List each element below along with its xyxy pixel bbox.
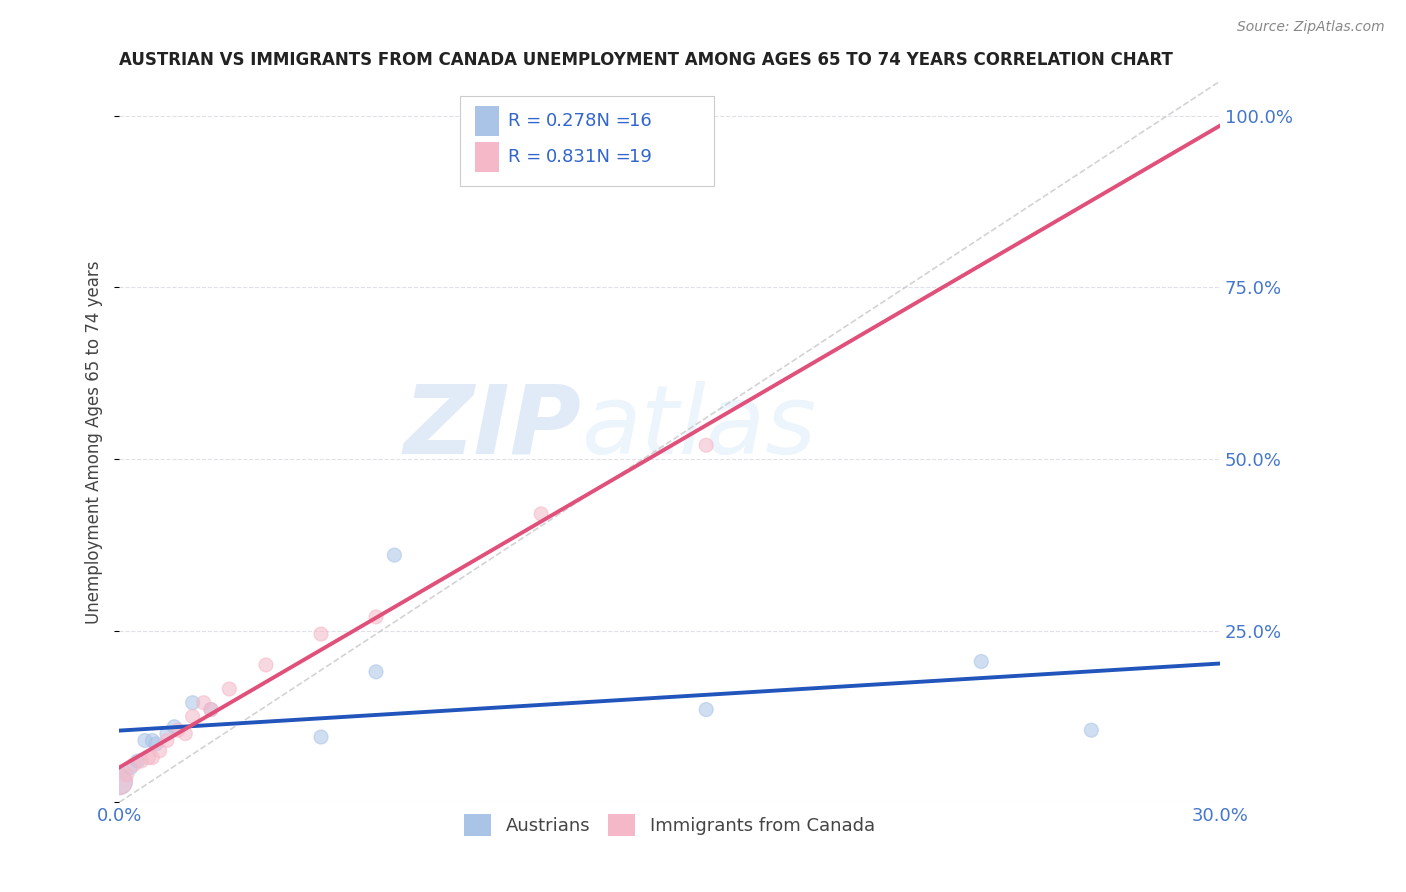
Point — [134, 733, 156, 747]
Point — [254, 657, 277, 672]
Text: 16: 16 — [628, 112, 651, 130]
FancyBboxPatch shape — [460, 95, 713, 186]
Point — [122, 757, 145, 772]
Point — [141, 750, 163, 764]
Point — [141, 733, 163, 747]
Text: AUSTRIAN VS IMMIGRANTS FROM CANADA UNEMPLOYMENT AMONG AGES 65 TO 74 YEARS CORREL: AUSTRIAN VS IMMIGRANTS FROM CANADA UNEMP… — [120, 51, 1173, 69]
Point — [364, 610, 387, 624]
Y-axis label: Unemployment Among Ages 65 to 74 years: Unemployment Among Ages 65 to 74 years — [86, 260, 103, 624]
Point — [129, 754, 152, 768]
Point — [970, 655, 993, 669]
Text: Source: ZipAtlas.com: Source: ZipAtlas.com — [1237, 20, 1385, 34]
Point — [156, 733, 179, 747]
Point — [149, 744, 172, 758]
Point — [193, 696, 215, 710]
Point — [145, 737, 167, 751]
Point — [138, 750, 160, 764]
Point — [530, 507, 553, 521]
Point — [384, 548, 406, 562]
Text: R =: R = — [508, 112, 547, 130]
Text: N =: N = — [585, 112, 637, 130]
Point — [309, 627, 332, 641]
Point — [364, 665, 387, 679]
Text: ZIP: ZIP — [404, 381, 582, 474]
FancyBboxPatch shape — [475, 106, 499, 136]
Point — [167, 723, 190, 738]
Point — [163, 720, 186, 734]
Point — [695, 702, 717, 716]
Text: 0.278: 0.278 — [547, 112, 598, 130]
FancyBboxPatch shape — [475, 142, 499, 172]
Point — [108, 774, 131, 789]
Text: R =: R = — [508, 148, 547, 166]
Point — [174, 726, 197, 740]
Point — [1080, 723, 1102, 738]
Text: N =: N = — [585, 148, 637, 166]
Text: atlas: atlas — [582, 381, 817, 474]
Text: 19: 19 — [628, 148, 651, 166]
Point — [181, 696, 204, 710]
Point — [218, 681, 240, 696]
Point — [156, 726, 179, 740]
Point — [309, 730, 332, 744]
Point — [120, 761, 142, 775]
Point — [200, 702, 222, 716]
Point — [108, 774, 131, 789]
Point — [115, 768, 138, 782]
Point — [181, 709, 204, 723]
Point — [695, 438, 717, 452]
Text: 0.831: 0.831 — [547, 148, 598, 166]
Point — [200, 702, 222, 716]
Point — [127, 754, 149, 768]
Legend: Austrians, Immigrants from Canada: Austrians, Immigrants from Canada — [457, 807, 882, 844]
